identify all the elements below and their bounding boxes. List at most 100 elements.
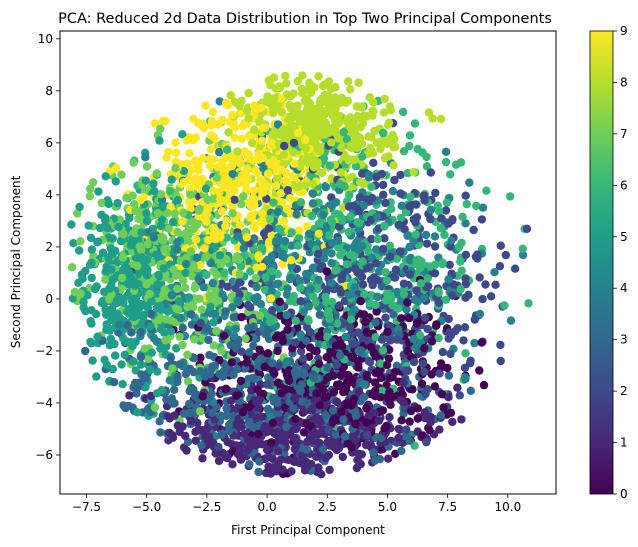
scatter-point: [133, 408, 142, 417]
scatter-point: [154, 315, 163, 325]
scatter-point: [219, 331, 229, 340]
scatter-point: [249, 186, 258, 195]
scatter-point: [317, 98, 326, 107]
scatter-point: [360, 380, 369, 389]
scatter-point: [163, 412, 172, 421]
scatter-point: [233, 147, 242, 156]
scatter-point: [124, 401, 133, 411]
scatter-point: [232, 419, 241, 429]
scatter-point: [459, 336, 468, 345]
scatter-point: [118, 253, 128, 262]
scatter-point: [244, 324, 253, 333]
y-tick-label: −2: [35, 344, 53, 358]
scatter-point: [462, 199, 471, 209]
scatter-point: [359, 201, 368, 210]
scatter-point: [206, 161, 215, 170]
scatter-point: [137, 360, 146, 369]
scatter-point: [446, 242, 455, 251]
scatter-point: [361, 317, 370, 327]
scatter-point: [209, 266, 218, 276]
scatter-point: [265, 317, 275, 326]
scatter-point: [321, 183, 330, 192]
scatter-point: [155, 136, 164, 145]
scatter-point: [171, 164, 180, 173]
scatter-point: [296, 386, 305, 396]
scatter-point: [274, 361, 283, 370]
scatter-point: [147, 297, 156, 306]
scatter-point: [347, 401, 356, 410]
scatter-point: [394, 433, 403, 443]
scatter-point: [114, 222, 123, 232]
scatter-point: [367, 343, 376, 352]
scatter-point: [200, 372, 210, 381]
scatter-point: [235, 278, 244, 287]
scatter-point: [212, 173, 222, 182]
scatter-point: [351, 162, 361, 171]
scatter-point: [482, 186, 491, 195]
scatter-point: [455, 391, 464, 400]
x-tick-label: 7.5: [438, 500, 457, 514]
scatter-point: [420, 343, 429, 353]
scatter-point: [164, 224, 173, 233]
scatter-point: [278, 465, 287, 474]
scatter-point: [384, 152, 393, 161]
scatter-point: [409, 167, 418, 177]
scatter-point: [371, 300, 380, 310]
scatter-point: [339, 415, 348, 424]
scatter-point: [375, 454, 385, 464]
scatter-point: [396, 395, 405, 405]
scatter-point: [354, 206, 363, 216]
scatter-point: [371, 333, 380, 342]
colorbar-tick-label: 1: [620, 436, 628, 450]
scatter-point: [382, 139, 392, 149]
scatter-point: [247, 138, 257, 148]
scatter-point: [405, 202, 414, 211]
scatter-point: [195, 204, 204, 214]
scatter-point: [430, 232, 440, 241]
scatter-point: [173, 227, 182, 237]
scatter-point: [420, 367, 429, 377]
scatter-point: [172, 245, 182, 254]
scatter-point: [208, 408, 217, 417]
scatter-point: [199, 283, 208, 292]
scatter-point: [475, 273, 484, 282]
scatter-point: [376, 359, 385, 368]
scatter-point: [179, 208, 188, 217]
scatter-point: [204, 335, 213, 345]
scatter-point: [267, 267, 277, 276]
scatter-point: [386, 394, 395, 403]
scatter-point: [283, 372, 293, 382]
scatter-point: [304, 302, 313, 311]
scatter-point: [273, 346, 282, 356]
scatter-point: [187, 383, 196, 393]
scatter-point: [191, 235, 201, 244]
scatter-point: [75, 202, 84, 212]
scatter-point: [444, 393, 453, 402]
scatter-point: [331, 94, 340, 104]
scatter-point: [299, 428, 309, 437]
scatter-point: [67, 220, 76, 229]
scatter-point: [420, 413, 430, 423]
scatter-point: [283, 284, 292, 293]
scatter-point: [430, 382, 440, 391]
scatter-point: [337, 407, 346, 416]
scatter-point: [236, 376, 246, 386]
scatter-point: [207, 121, 216, 130]
scatter-point: [342, 135, 352, 144]
scatter-point: [367, 133, 376, 142]
scatter-point: [359, 310, 369, 319]
scatter-point: [155, 417, 164, 426]
y-tick-label: 2: [45, 240, 53, 254]
scatter-point: [202, 210, 212, 219]
scatter-point: [212, 326, 221, 336]
scatter-point: [217, 259, 226, 268]
scatter-point: [358, 257, 367, 266]
scatter-point: [427, 337, 437, 346]
scatter-point: [413, 414, 422, 423]
scatter-point: [345, 250, 355, 260]
scatter-point: [344, 77, 353, 86]
scatter-point: [322, 267, 332, 276]
scatter-point: [160, 245, 169, 254]
